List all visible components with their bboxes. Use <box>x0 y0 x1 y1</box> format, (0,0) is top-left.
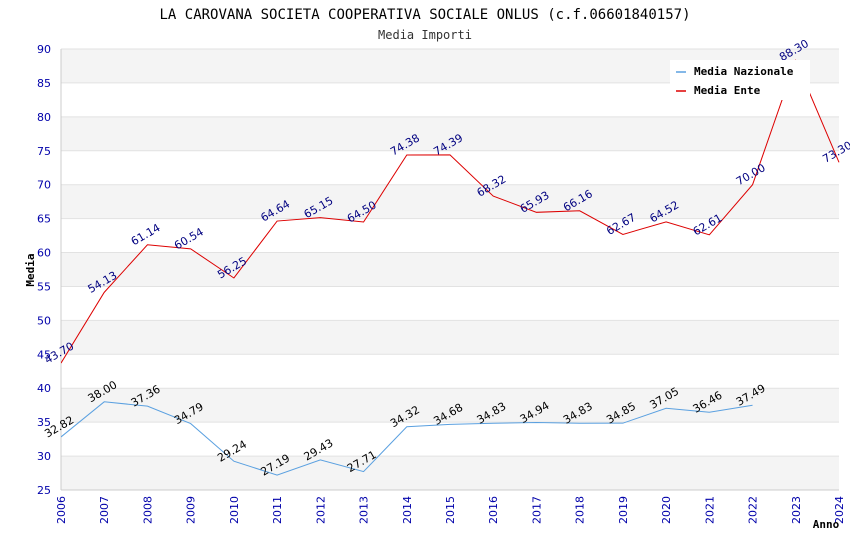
grid-band <box>61 456 839 490</box>
y-tick-label: 65 <box>37 213 51 226</box>
x-axis-label: Anno <box>813 518 840 531</box>
y-tick-labels: 25 30 35 40 45 50 55 60 65 70 75 80 85 90 <box>37 43 51 497</box>
y-tick-label: 30 <box>37 450 51 463</box>
grid-band <box>61 286 839 321</box>
x-tick-label: 2012 <box>314 496 327 524</box>
series-line-media-ente <box>61 59 840 364</box>
y-tick-label: 90 <box>37 43 51 56</box>
x-tick-label: 2010 <box>228 496 241 524</box>
legend: Media Nazionale Media Ente <box>670 60 810 100</box>
x-tick-label: 2019 <box>617 496 630 524</box>
y-tick-label: 40 <box>37 382 51 395</box>
y-tick-label: 45 <box>37 348 51 361</box>
x-tick-label: 2018 <box>574 496 587 524</box>
y-axis-label: Media <box>24 253 37 286</box>
y-tick-label: 55 <box>37 280 51 293</box>
x-tick-label: 2013 <box>358 496 371 524</box>
x-tick-label: 2017 <box>530 496 543 524</box>
x-tick-label: 2022 <box>747 496 760 524</box>
grid-band <box>61 184 839 219</box>
x-tick-label: 2006 <box>55 496 68 524</box>
grid-band <box>61 150 839 185</box>
series-layer <box>61 59 840 476</box>
y-tick-label: 70 <box>37 179 51 192</box>
legend-box <box>670 60 810 100</box>
legend-label-media-nazionale: Media Nazionale <box>694 65 794 78</box>
x-tick-label: 2011 <box>271 496 284 524</box>
x-tick-label: 2009 <box>185 496 198 524</box>
y-tick-label: 35 <box>37 416 51 429</box>
grid-band <box>61 218 839 253</box>
x-tick-label: 2023 <box>790 496 803 524</box>
grid-band <box>61 354 839 389</box>
grid-band <box>61 422 839 457</box>
grid-band <box>61 116 839 151</box>
x-tick-label: 2016 <box>487 496 500 524</box>
x-tick-label: 2024 <box>833 496 846 524</box>
x-tick-label: 2021 <box>703 496 716 524</box>
y-tick-label: 60 <box>37 247 51 260</box>
y-tick-label: 50 <box>37 314 51 327</box>
x-tick-label: 2014 <box>401 496 414 524</box>
chart-title: LA CAROVANA SOCIETA COOPERATIVA SOCIALE … <box>159 7 690 23</box>
grid-band <box>61 388 839 423</box>
chart-subtitle: Media Importi <box>378 28 472 42</box>
x-tick-label: 2007 <box>98 496 111 524</box>
y-tick-label: 80 <box>37 111 51 124</box>
grid-lines <box>61 48 839 491</box>
grid-band <box>61 320 839 355</box>
x-tick-labels: 2006 2007 2008 2009 2010 2011 2012 2013 2014 2015… <box>55 496 846 524</box>
series-line-media-nazionale <box>61 401 753 476</box>
y-tick-label: 85 <box>37 77 51 90</box>
x-tick-label: 2015 <box>444 496 457 524</box>
grid-band <box>61 252 839 287</box>
y-tick-label: 75 <box>37 145 51 158</box>
x-tick-label: 2008 <box>141 496 154 524</box>
legend-label-media-ente: Media Ente <box>694 84 761 97</box>
y-tick-label: 25 <box>37 484 51 497</box>
x-tick-label: 2020 <box>660 496 673 524</box>
